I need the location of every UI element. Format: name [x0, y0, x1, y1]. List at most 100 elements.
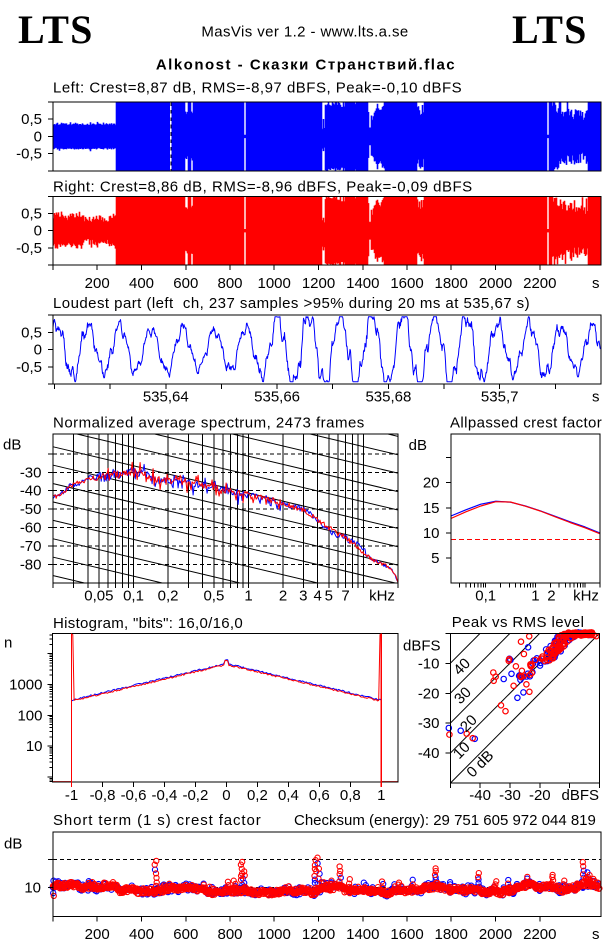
svg-text:200: 200	[85, 926, 110, 943]
svg-text:Left: Crest=8,87 dB, RMS=-8,97: Left: Crest=8,87 dB, RMS=-8,97 dBFS, Pea…	[53, 79, 462, 96]
svg-text:400: 400	[129, 926, 154, 943]
svg-text:1000: 1000	[258, 926, 291, 943]
svg-text:n: n	[4, 635, 12, 652]
svg-text:2: 2	[279, 588, 287, 605]
svg-text:-40: -40	[469, 787, 491, 804]
svg-text:1200: 1200	[302, 275, 335, 292]
svg-text:-30: -30	[418, 715, 440, 732]
svg-text:Allpassed crest factor: Allpassed crest factor	[450, 415, 602, 432]
svg-text:0,1: 0,1	[475, 588, 496, 605]
svg-text:7: 7	[341, 588, 349, 605]
svg-text:0: 0	[222, 787, 230, 804]
svg-text:0,5: 0,5	[203, 588, 224, 605]
svg-text:10: 10	[26, 738, 43, 755]
svg-text:10: 10	[423, 525, 440, 542]
svg-text:-0,5: -0,5	[16, 240, 42, 257]
svg-text:-50: -50	[20, 501, 42, 518]
svg-text:1800: 1800	[435, 275, 468, 292]
svg-text:kHz: kHz	[369, 588, 395, 605]
svg-text:-10: -10	[418, 655, 440, 672]
svg-text:10: 10	[24, 879, 41, 896]
svg-text:0: 0	[34, 223, 42, 240]
svg-text:-0,4: -0,4	[151, 787, 177, 804]
svg-text:5: 5	[325, 588, 333, 605]
svg-text:Short term (1 s) crest factor: Short term (1 s) crest factor	[53, 812, 262, 829]
svg-text:0,8: 0,8	[340, 787, 361, 804]
svg-text:15: 15	[423, 500, 440, 517]
svg-text:-30: -30	[20, 464, 42, 481]
svg-text:1: 1	[244, 588, 252, 605]
svg-text:600: 600	[173, 926, 198, 943]
svg-text:535,7: 535,7	[481, 389, 519, 406]
svg-text:Alkonost - Сказки Странствий.f: Alkonost - Сказки Странствий.flac	[156, 56, 456, 73]
svg-text:0,2: 0,2	[158, 588, 179, 605]
svg-text:s: s	[592, 926, 600, 943]
svg-text:4: 4	[314, 588, 322, 605]
svg-text:1: 1	[377, 787, 385, 804]
svg-text:0,5: 0,5	[21, 111, 42, 128]
svg-text:0,4: 0,4	[278, 787, 299, 804]
svg-text:1800: 1800	[435, 926, 468, 943]
svg-text:1: 1	[531, 588, 539, 605]
svg-text:LTS: LTS	[512, 7, 588, 52]
svg-text:535,64: 535,64	[143, 389, 189, 406]
svg-text:s: s	[592, 275, 600, 292]
svg-text:800: 800	[217, 275, 242, 292]
svg-text:0,1: 0,1	[123, 588, 144, 605]
svg-text:0,2: 0,2	[247, 787, 268, 804]
svg-text:535,66: 535,66	[254, 389, 300, 406]
svg-text:1000: 1000	[9, 677, 42, 694]
svg-text:Peak vs RMS level: Peak vs RMS level	[452, 614, 585, 631]
svg-text:0,05: 0,05	[84, 588, 113, 605]
svg-text:-70: -70	[20, 538, 42, 555]
svg-text:-0,8: -0,8	[90, 787, 116, 804]
svg-text:0,5: 0,5	[21, 324, 42, 341]
svg-text:1400: 1400	[346, 275, 379, 292]
svg-text:dB: dB	[4, 836, 22, 853]
svg-text:600: 600	[173, 275, 198, 292]
svg-text:-0,2: -0,2	[182, 787, 208, 804]
svg-text:1600: 1600	[390, 926, 423, 943]
svg-text:2200: 2200	[523, 275, 556, 292]
svg-text:-60: -60	[20, 520, 42, 537]
svg-text:0,5: 0,5	[21, 206, 42, 223]
svg-text:5: 5	[431, 550, 439, 567]
svg-text:dB: dB	[3, 437, 21, 454]
svg-text:MasVis ver 1.2 - www.lts.a.se: MasVis ver 1.2 - www.lts.a.se	[201, 23, 408, 40]
svg-text:dB: dB	[409, 437, 427, 454]
svg-text:-30: -30	[499, 787, 521, 804]
svg-text:Normalized average spectrum, 2: Normalized average spectrum, 2473 frames	[53, 415, 365, 432]
svg-text:-40: -40	[20, 483, 42, 500]
svg-text:Loudest part (left ch, 237 sa: Loudest part (left ch, 237 samples >95% …	[53, 295, 530, 312]
svg-text:s: s	[592, 389, 600, 406]
svg-text:0: 0	[34, 342, 42, 359]
svg-text:3: 3	[299, 588, 307, 605]
svg-text:-20: -20	[418, 685, 440, 702]
svg-text:1000: 1000	[258, 275, 291, 292]
svg-text:kHz: kHz	[573, 588, 599, 605]
svg-text:2: 2	[547, 588, 555, 605]
svg-text:-0,5: -0,5	[16, 359, 42, 376]
svg-text:dBFS: dBFS	[403, 638, 441, 655]
svg-text:400: 400	[129, 275, 154, 292]
svg-text:Checksum (energy): 29 751 605: Checksum (energy): 29 751 605 972 044 81…	[294, 812, 596, 829]
svg-text:1600: 1600	[390, 275, 423, 292]
svg-text:0,6: 0,6	[309, 787, 330, 804]
svg-text:-0,6: -0,6	[121, 787, 147, 804]
svg-text:Right: Crest=8,86 dB, RMS=-8,9: Right: Crest=8,86 dB, RMS=-8,96 dBFS, Pe…	[53, 179, 473, 196]
svg-text:100: 100	[17, 707, 42, 724]
svg-text:0: 0	[34, 128, 42, 145]
svg-text:20: 20	[423, 475, 440, 492]
svg-text:2000: 2000	[479, 275, 512, 292]
svg-text:-40: -40	[418, 745, 440, 762]
svg-text:535,68: 535,68	[365, 389, 411, 406]
svg-text:200: 200	[85, 275, 110, 292]
svg-text:-1: -1	[65, 787, 78, 804]
svg-text:1200: 1200	[302, 926, 335, 943]
svg-text:2000: 2000	[479, 926, 512, 943]
svg-text:LTS: LTS	[18, 7, 94, 52]
svg-text:800: 800	[217, 926, 242, 943]
svg-text:Histogram, "bits": 16,0/16,0: Histogram, "bits": 16,0/16,0	[53, 615, 243, 632]
svg-text:-80: -80	[20, 556, 42, 573]
svg-text:-0,5: -0,5	[16, 146, 42, 163]
